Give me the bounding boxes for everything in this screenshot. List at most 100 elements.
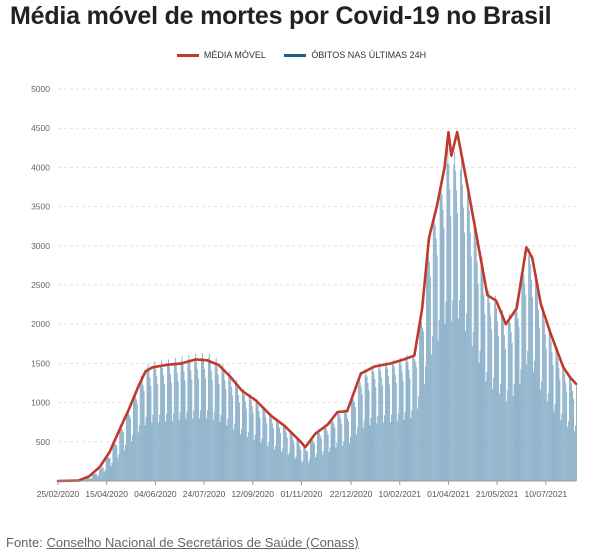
daily-bar: [461, 161, 462, 481]
y-tick-label: 2500: [31, 280, 50, 290]
y-axis-ticks: 500 1000 1500 2000 2500 3000 3500 4000 4500 5000: [31, 84, 50, 447]
daily-bar: [251, 406, 253, 481]
daily-bar: [385, 366, 386, 481]
daily-bar: [439, 195, 441, 481]
daily-bar: [550, 341, 552, 481]
daily-bar: [350, 436, 351, 481]
daily-bar: [426, 270, 427, 481]
daily-bar: [272, 423, 274, 481]
daily-bar: [138, 425, 140, 481]
daily-bar: [211, 380, 213, 481]
daily-bar: [216, 366, 218, 481]
daily-bar: [366, 376, 368, 481]
daily-bar: [369, 425, 371, 481]
daily-bar: [167, 363, 168, 481]
daily-bar: [421, 321, 423, 481]
daily-bar: [128, 412, 129, 481]
daily-bar: [250, 400, 252, 481]
daily-bar: [148, 370, 150, 481]
daily-bar: [169, 366, 170, 481]
daily-bar: [291, 435, 293, 481]
daily-bar: [403, 419, 405, 481]
daily-bar: [490, 315, 492, 481]
legend-item-media-movel[interactable]: MÉDIA MÓVEL: [176, 50, 266, 60]
daily-bar: [156, 376, 158, 481]
daily-bar: [360, 387, 362, 481]
daily-bar: [572, 390, 573, 481]
daily-bar: [535, 276, 536, 481]
daily-bar: [164, 383, 165, 481]
daily-bar: [468, 210, 470, 481]
daily-bar: [562, 366, 564, 481]
daily-bar: [519, 384, 521, 481]
daily-bar: [379, 363, 381, 481]
y-tick-label: 4000: [31, 162, 50, 172]
daily-bar: [280, 432, 281, 481]
x-tick-label: 22/12/2020: [330, 489, 373, 499]
daily-bar: [99, 468, 101, 481]
daily-bar: [258, 411, 260, 481]
daily-bar: [378, 367, 380, 481]
daily-bar: [282, 425, 284, 481]
x-tick-label: 24/07/2020: [183, 489, 226, 499]
daily-bar: [252, 412, 254, 481]
daily-bar: [212, 419, 214, 481]
daily-bar: [348, 421, 349, 481]
daily-bar: [199, 418, 201, 481]
daily-bar: [104, 469, 106, 481]
daily-bar: [317, 430, 319, 481]
legend-item-obitos[interactable]: ÓBITOS NAS ÚLTIMAS 24H: [284, 50, 426, 60]
daily-bar: [516, 312, 518, 481]
daily-bar: [542, 307, 544, 481]
daily-bar: [509, 322, 511, 481]
daily-bar: [185, 419, 187, 481]
daily-bar: [88, 478, 90, 481]
daily-bar: [555, 349, 557, 481]
daily-bar: [268, 442, 270, 481]
daily-bar: [302, 460, 304, 481]
daily-bar: [371, 370, 373, 481]
daily-bar: [573, 398, 574, 481]
daily-bar: [287, 455, 289, 481]
daily-bar: [297, 438, 299, 481]
daily-bar: [266, 423, 268, 481]
daily-bar: [223, 372, 225, 481]
daily-bar: [494, 301, 496, 481]
daily-bar: [355, 434, 357, 481]
daily-bar: [502, 309, 503, 481]
daily-bar: [346, 413, 348, 481]
daily-bar: [534, 360, 535, 481]
daily-bar: [537, 292, 538, 481]
daily-bar: [527, 350, 529, 481]
daily-bar: [197, 369, 199, 481]
daily-bar: [149, 377, 151, 481]
daily-bar: [574, 431, 575, 481]
daily-bar: [242, 391, 243, 481]
daily-bar: [318, 432, 320, 481]
daily-bar: [352, 396, 353, 481]
chart-title: Média móvel de mortes por Covid-19 no Br…: [10, 2, 552, 30]
daily-bar: [275, 445, 276, 481]
daily-bar: [188, 355, 190, 481]
daily-bar: [135, 399, 137, 481]
daily-bar: [101, 467, 103, 481]
daily-bar: [473, 225, 475, 481]
daily-bar: [484, 314, 486, 481]
daily-bar: [172, 413, 174, 481]
source-link[interactable]: Conselho Nacional de Secretários de Saúd…: [46, 535, 359, 550]
daily-bar: [479, 350, 481, 481]
daily-bar: [295, 456, 297, 481]
x-tick-label: 10/07/2021: [525, 489, 568, 499]
daily-bar: [552, 365, 554, 481]
daily-bar: [480, 259, 482, 481]
y-tick-label: 5000: [31, 84, 50, 94]
daily-bar: [433, 211, 435, 482]
daily-bar: [392, 360, 394, 481]
daily-bar: [511, 342, 513, 481]
daily-bar: [528, 255, 530, 481]
daily-bar: [171, 420, 173, 481]
daily-bar: [435, 238, 437, 481]
daily-bar: [190, 370, 192, 481]
daily-bar: [325, 428, 327, 481]
daily-bar: [117, 458, 119, 481]
